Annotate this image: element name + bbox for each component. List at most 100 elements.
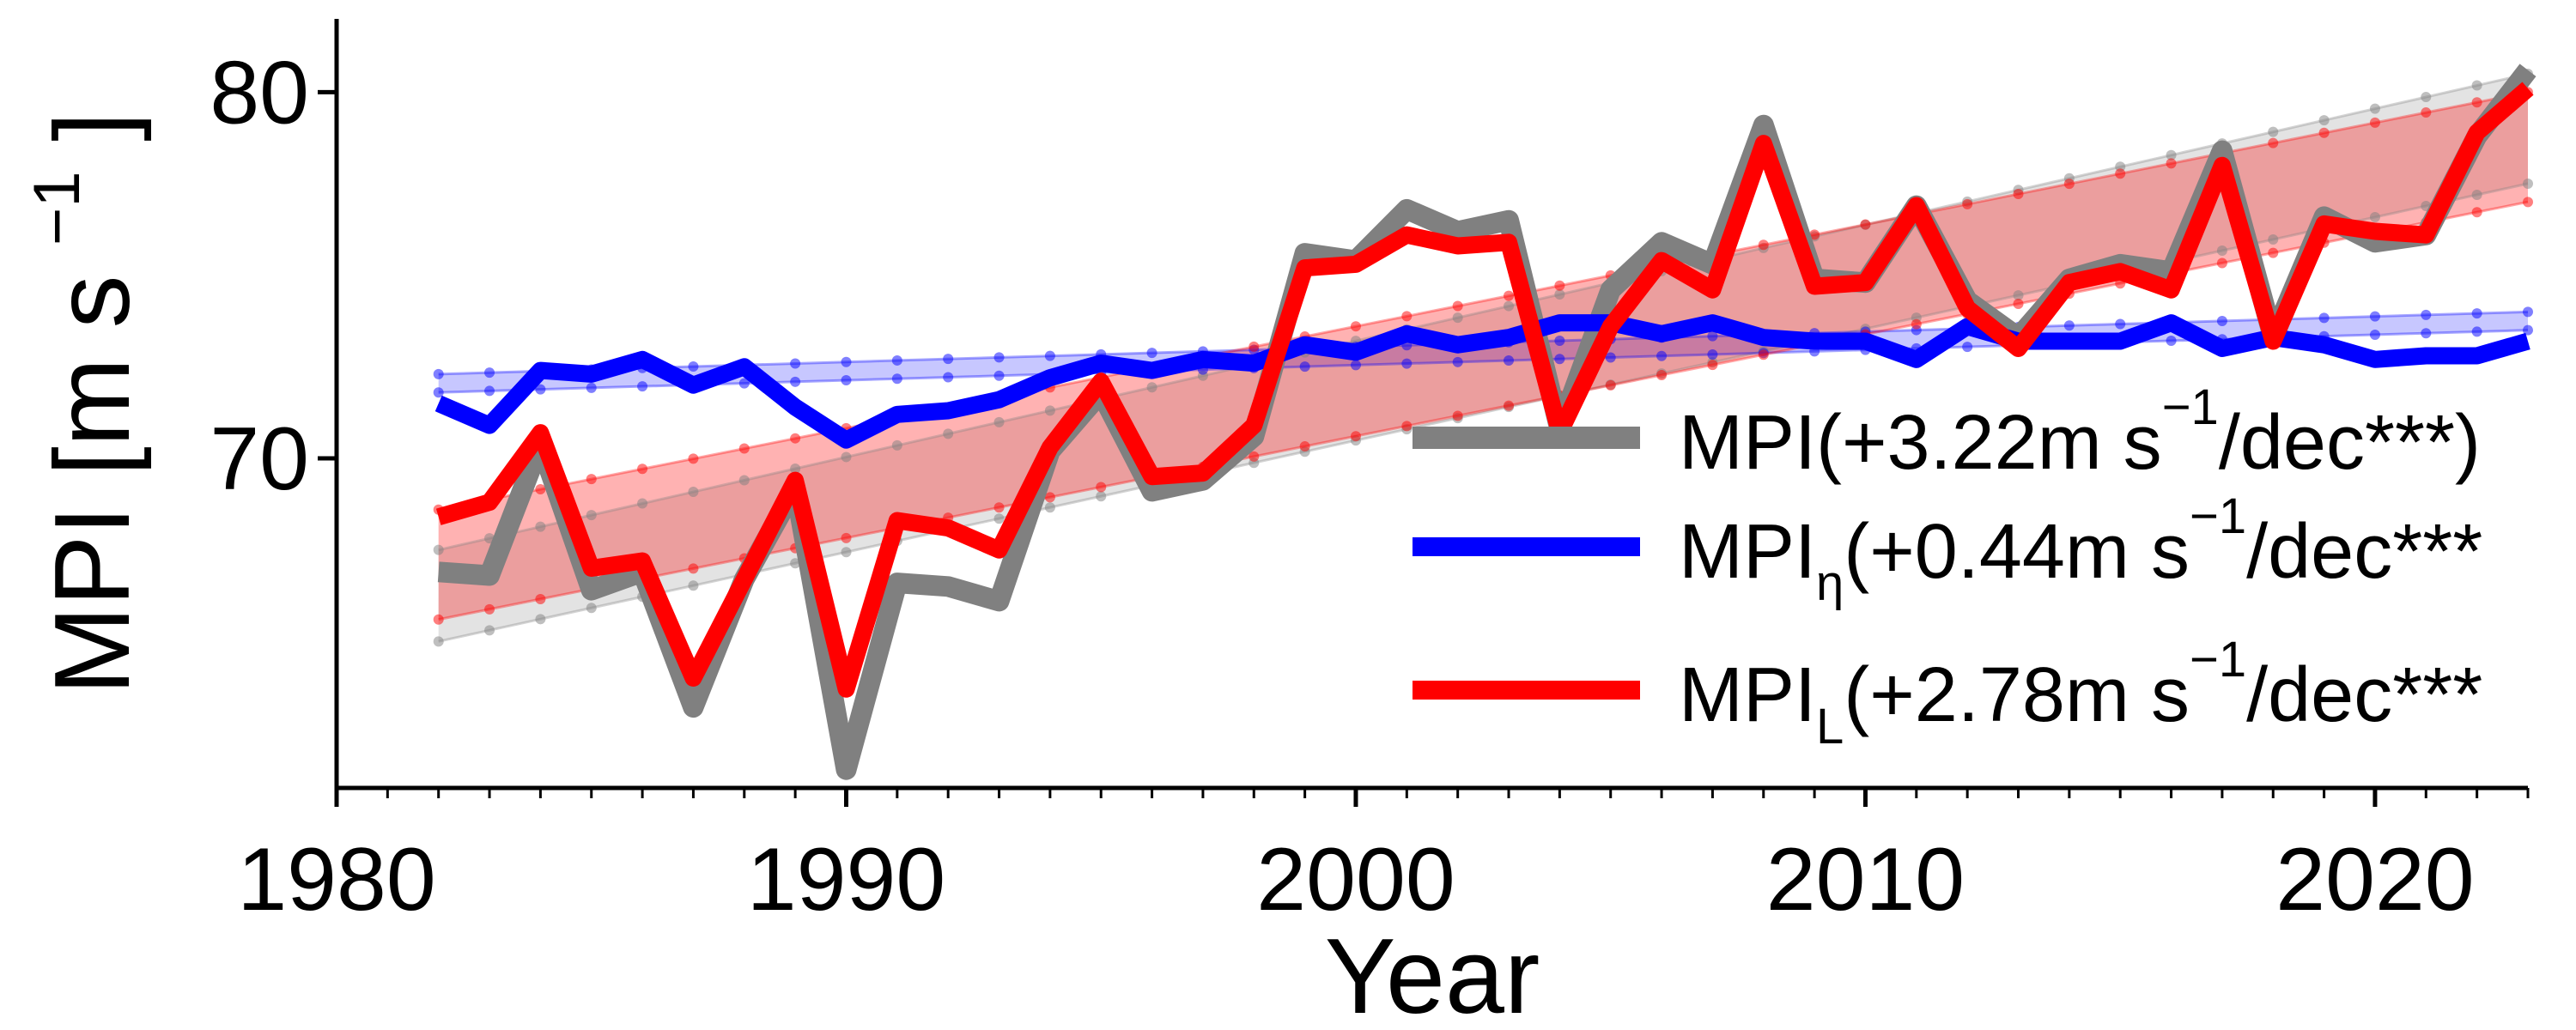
trend-dot — [891, 354, 902, 366]
x-tick-label: 1990 — [747, 830, 945, 930]
trend-dot — [943, 372, 954, 383]
trend-dot — [1452, 410, 1463, 421]
trend-dot — [2318, 127, 2330, 138]
trend-dot — [841, 451, 852, 463]
trend-dot — [1044, 492, 1055, 503]
trend-dot — [2318, 115, 2330, 126]
trend-dot — [1044, 502, 1055, 513]
trend-dot — [2013, 298, 2024, 309]
svg-text:MPI [m s −1 ]: MPI [m s −1 ] — [0, 112, 152, 694]
trend-dot — [2063, 320, 2075, 331]
trend-dot — [738, 443, 750, 454]
trend-dot — [535, 384, 546, 395]
trend-dot — [1554, 335, 1565, 346]
trend-dot — [433, 544, 444, 555]
trend-dot — [1350, 360, 1361, 371]
trend-dot — [586, 382, 597, 393]
trend-dot — [2268, 247, 2279, 258]
trend-dot — [535, 594, 546, 605]
y-tick-label: 70 — [210, 409, 309, 509]
trend-band-0 — [438, 74, 2528, 642]
trend-dot — [2013, 188, 2024, 199]
x-axis-title: Year — [1325, 918, 1540, 1030]
trend-dot — [1452, 356, 1463, 367]
trend-dot — [1249, 341, 1260, 352]
trend-dot — [2369, 329, 2380, 340]
trend-dot — [1860, 219, 1871, 230]
trend-dot — [688, 487, 699, 498]
trend-dot — [841, 532, 852, 543]
trend-dot — [2523, 179, 2533, 189]
series-lines — [434, 64, 2537, 780]
trend-dot — [1044, 350, 1055, 361]
legend-label-2: MPIL(+2.78m s−1/dec*** — [1679, 632, 2482, 754]
trend-dot — [1249, 451, 1260, 462]
trend-dot — [1962, 198, 1973, 209]
y-axis-title: MPI [m s −1 ] — [0, 112, 152, 694]
trend-dot — [2216, 245, 2227, 257]
trend-dot — [1401, 358, 1413, 369]
trend-dot — [1401, 311, 1413, 322]
trend-dot — [2115, 318, 2126, 330]
trend-dot — [586, 603, 597, 614]
trend-dot — [535, 484, 546, 495]
trend-dot — [433, 387, 444, 398]
y-tick-label: 80 — [210, 43, 309, 142]
trend-dot — [1044, 405, 1055, 416]
trend-dot — [1758, 349, 1769, 360]
y-axis-title-sup: −1 — [21, 171, 94, 245]
y-axis-title-main: MPI [m s — [33, 275, 152, 694]
trend-dot — [1350, 321, 1361, 332]
trend-dot — [688, 563, 699, 574]
trend-dot — [1656, 370, 1668, 381]
trend-bound-line — [438, 72, 2529, 552]
trend-dot — [2268, 234, 2279, 245]
trend-dot — [738, 378, 750, 389]
trend-dot — [2471, 80, 2482, 91]
trend-dot — [2471, 326, 2482, 337]
x-tick-label: 1980 — [237, 830, 435, 930]
trend-dot — [841, 547, 852, 558]
trend-dot — [535, 521, 546, 532]
trend-dot — [586, 510, 597, 521]
x-tick-label: 2020 — [2275, 830, 2474, 930]
trend-dot — [1809, 229, 1820, 240]
trend-dot — [1146, 382, 1157, 393]
trend-dot — [1554, 280, 1565, 291]
trend-dot — [1452, 300, 1463, 312]
trend-dot — [2216, 258, 2227, 269]
trend-dot — [2523, 324, 2533, 336]
trend-dot — [790, 558, 801, 569]
trend-dot — [1707, 360, 1718, 371]
trend-dot — [1605, 352, 1616, 363]
legend: MPI(+3.22m s−1/dec***)MPIη(+0.44m s−1/de… — [1413, 379, 2482, 754]
trend-dot — [688, 580, 699, 591]
trend-dot — [2318, 312, 2330, 324]
trend-dot — [484, 385, 495, 397]
trend-dot — [2523, 197, 2533, 208]
trend-dot — [1299, 441, 1310, 452]
trend-dot — [1707, 348, 1718, 360]
trend-dot — [993, 352, 1005, 363]
trend-dot — [2421, 328, 2432, 339]
trend-dot — [586, 474, 597, 485]
trend-dot — [484, 367, 495, 379]
trend-dot — [1350, 431, 1361, 442]
x-tick-label: 2010 — [1766, 830, 1965, 930]
trend-dot — [1504, 355, 1515, 367]
trend-dot — [738, 475, 750, 486]
legend-label-0: MPI(+3.22m s−1/dec***) — [1679, 379, 2481, 486]
trend-dot — [1605, 379, 1616, 391]
trend-dot — [2369, 311, 2380, 322]
trend-dot — [2421, 107, 2432, 118]
trend-dot — [2421, 309, 2432, 320]
trend-dot — [2216, 315, 2227, 326]
trend-dot — [2421, 92, 2432, 103]
trend-dot — [2471, 190, 2482, 201]
series-line-2 — [435, 82, 2534, 698]
ticks: 1980 1990 2000 2010 2020 70 80 — [210, 43, 2530, 930]
trend-bound-line — [438, 329, 2529, 394]
trend-dot — [1707, 330, 1718, 342]
trend-dot — [2268, 126, 2279, 137]
